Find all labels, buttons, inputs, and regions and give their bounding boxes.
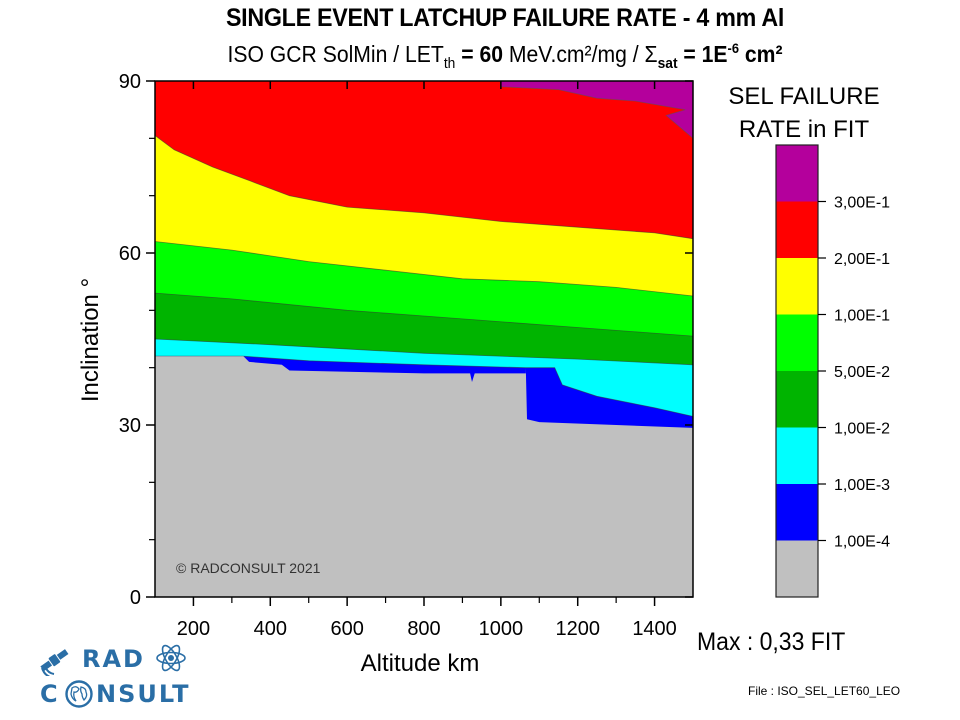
- logo-text-nsult: NSULT: [96, 680, 191, 708]
- y-tick-label: 90: [119, 71, 141, 93]
- colorbar-band: [776, 201, 818, 258]
- x-tick-label: 400: [254, 618, 287, 640]
- colorbar-tick-label: 2,00E-1: [834, 251, 890, 268]
- logo-text-c: C: [40, 680, 60, 708]
- subtitle-let-value: 60: [479, 41, 504, 67]
- x-axis-title: Altitude km: [361, 650, 480, 677]
- subtitle-prefix: ISO GCR SolMin / LET: [227, 41, 444, 67]
- subtitle-sigma-sub: sat: [657, 55, 678, 72]
- y-tick-label: 0: [130, 587, 141, 609]
- colorbar-band: [776, 145, 818, 202]
- satellite-icon: [40, 649, 69, 676]
- colorbar: 1,00E-4 1,00E-3 1,00E-2 5,00E-2 1,00E-1 2,00E…: [775, 144, 890, 598]
- chart-title: SINGLE EVENT LATCHUP FAILURE RATE - 4 mm…: [225, 4, 785, 32]
- subtitle-sigma: Σ: [644, 41, 658, 67]
- colorbar-tick-label: 1,00E-2: [834, 421, 890, 438]
- subtitle-let-sub: th: [443, 55, 456, 72]
- subtitle-sigma-exp: -6: [727, 40, 740, 56]
- x-tick-labels: 200 400 600 800 1000 1200 1400: [177, 618, 677, 640]
- file-label: File : ISO_SEL_LET60_LEO: [748, 684, 901, 698]
- x-tick-label: 800: [407, 618, 440, 640]
- globe-icon: [65, 680, 93, 708]
- subtitle-sigma-eq: = 1E: [677, 41, 728, 67]
- atom-icon: [156, 644, 186, 672]
- contour-layer: [155, 81, 693, 597]
- axis-ticks: [146, 80, 693, 606]
- colorbar-title-line1: SEL FAILURE: [728, 83, 879, 110]
- colorbar-band: [776, 427, 818, 484]
- x-tick-label: 200: [177, 618, 210, 640]
- subtitle-eq: =: [455, 41, 480, 67]
- colorbar-tick-label: 1,00E-3: [834, 477, 890, 494]
- y-tick-label: 60: [119, 243, 141, 265]
- colorbar-band: [776, 258, 818, 315]
- contour-region-1_00E-4: [155, 356, 693, 597]
- colorbar-band: [776, 484, 818, 541]
- colorbar-tick-label: 1,00E-1: [834, 308, 890, 325]
- colorbar-band: [776, 314, 818, 371]
- x-tick-label: 600: [330, 618, 363, 640]
- x-tick-label: 1400: [632, 618, 677, 640]
- colorbar-tick-label: 3,00E-1: [834, 195, 890, 212]
- chart-subtitle: ISO GCR SolMin / LETth = 60 MeV.cm²/mg /…: [40, 40, 960, 72]
- colorbar-band: [776, 371, 818, 428]
- subtitle-let-unit: MeV.cm²/mg /: [503, 41, 645, 67]
- x-tick-label: 1200: [555, 618, 600, 640]
- copyright-text: © RADCONSULT 2021: [176, 560, 321, 576]
- y-tick-labels: 0 30 60 90: [119, 71, 141, 609]
- colorbar-title-line2: RATE in FIT: [739, 116, 870, 143]
- x-tick-label: 1000: [479, 618, 524, 640]
- y-axis-title: Inclination °: [77, 278, 104, 402]
- colorbar-band: [776, 540, 818, 597]
- y-tick-label: 30: [119, 415, 141, 437]
- colorbar-tick-label: 5,00E-2: [834, 364, 890, 381]
- contour-region-3_00E-1: [500, 81, 693, 139]
- logo-text-rad: RAD: [82, 645, 145, 673]
- radconsult-logo: RAD C NSULT: [38, 642, 198, 712]
- max-value-label: Max : 0,33 FIT: [697, 628, 846, 656]
- colorbar-tick-label: 1,00E-4: [834, 534, 890, 551]
- subtitle-sigma-unit: cm²: [739, 41, 783, 67]
